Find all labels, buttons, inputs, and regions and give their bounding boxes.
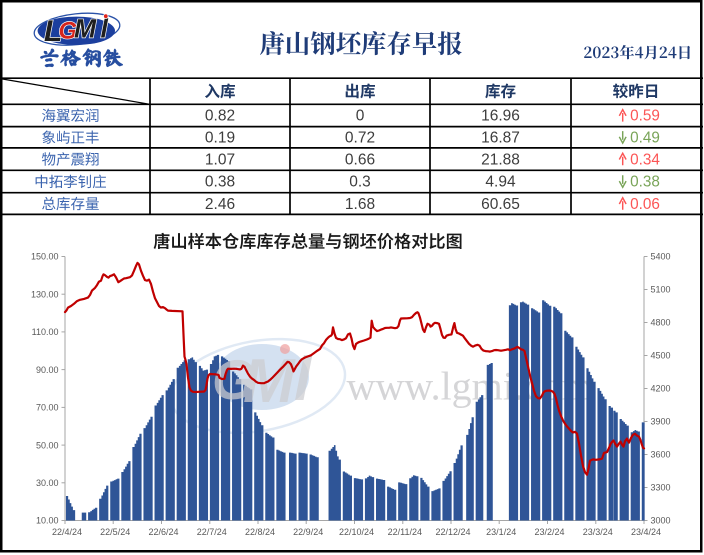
svg-text:22/7/24: 22/7/24 — [197, 527, 227, 537]
svg-text:www.lgmi.com: www.lgmi.com — [347, 364, 593, 409]
svg-text:2.46: 2.46 — [205, 196, 235, 213]
svg-text:0.72: 0.72 — [345, 129, 375, 146]
svg-text:23/4/24: 23/4/24 — [631, 527, 661, 537]
svg-text:0.38: 0.38 — [630, 174, 660, 191]
svg-text:22/10/24: 22/10/24 — [339, 527, 374, 537]
svg-text:0.38: 0.38 — [205, 174, 235, 191]
svg-text:22/4/24: 22/4/24 — [52, 527, 82, 537]
svg-text:21.88: 21.88 — [481, 151, 520, 168]
svg-text:3900: 3900 — [651, 417, 671, 427]
svg-text:4.94: 4.94 — [485, 174, 516, 191]
svg-text:1.68: 1.68 — [345, 196, 375, 213]
svg-text:22/6/24: 22/6/24 — [148, 527, 178, 537]
svg-text:150.00: 150.00 — [31, 252, 59, 262]
svg-text:60.65: 60.65 — [481, 196, 520, 213]
svg-text:3600: 3600 — [651, 450, 671, 460]
svg-text:70.00: 70.00 — [36, 403, 59, 413]
svg-text:0.66: 0.66 — [345, 151, 375, 168]
svg-text:110.00: 110.00 — [32, 327, 59, 337]
svg-text:0: 0 — [356, 108, 365, 125]
svg-text:4800: 4800 — [651, 318, 671, 328]
svg-text:0.3: 0.3 — [349, 174, 371, 191]
svg-text:10.00: 10.00 — [36, 516, 59, 526]
svg-text:5400: 5400 — [651, 252, 671, 262]
svg-text:23/2/24: 23/2/24 — [534, 527, 564, 537]
svg-text:30.00: 30.00 — [36, 478, 59, 488]
svg-text:22/9/24: 22/9/24 — [293, 527, 323, 537]
svg-text:0.59: 0.59 — [630, 108, 660, 125]
svg-text:5100: 5100 — [651, 285, 671, 295]
svg-text:22/5/24: 22/5/24 — [100, 527, 130, 537]
svg-text:130.00: 130.00 — [31, 289, 59, 299]
svg-text:16.87: 16.87 — [481, 129, 520, 146]
svg-text:22/12/24: 22/12/24 — [435, 527, 470, 537]
svg-text:22/8/24: 22/8/24 — [245, 527, 275, 537]
svg-text:3000: 3000 — [651, 516, 671, 526]
svg-text:0.06: 0.06 — [630, 196, 660, 213]
svg-text:23/1/24: 23/1/24 — [486, 527, 516, 537]
svg-text:0.49: 0.49 — [630, 129, 660, 146]
svg-text:0.34: 0.34 — [630, 151, 660, 168]
svg-text:4500: 4500 — [651, 351, 671, 361]
svg-text:22/11/24: 22/11/24 — [388, 527, 422, 537]
svg-text:0.19: 0.19 — [205, 129, 235, 146]
svg-text:50.00: 50.00 — [36, 440, 59, 450]
svg-text:90.00: 90.00 — [36, 365, 59, 375]
svg-text:1.07: 1.07 — [205, 151, 235, 168]
svg-text:16.96: 16.96 — [481, 108, 520, 125]
svg-text:3300: 3300 — [651, 483, 671, 493]
svg-text:4200: 4200 — [651, 384, 671, 394]
svg-text:23/3/24: 23/3/24 — [583, 527, 613, 537]
svg-text:0.82: 0.82 — [205, 108, 235, 125]
